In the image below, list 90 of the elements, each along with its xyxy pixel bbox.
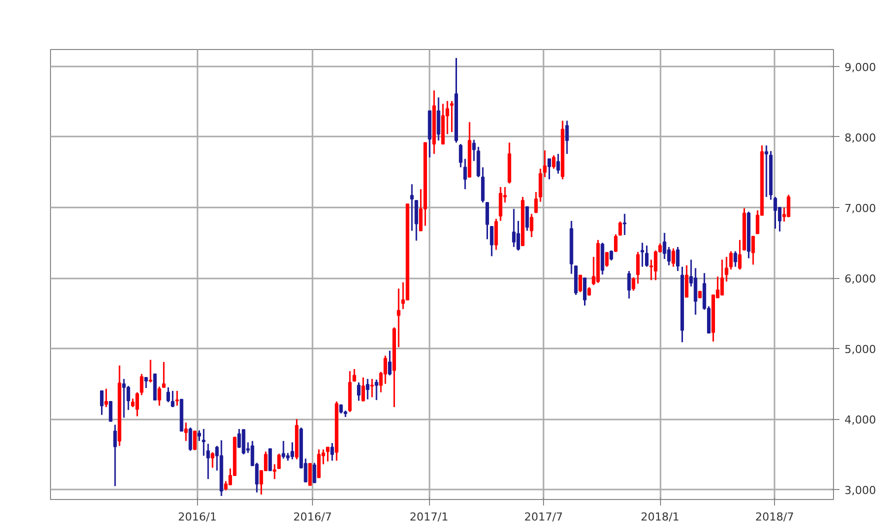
y-tick-label: 9,000 — [844, 60, 876, 74]
candlestick — [113, 424, 117, 487]
candlestick — [396, 288, 400, 348]
candlestick — [352, 368, 356, 382]
candlestick — [100, 390, 104, 416]
y-tick-label: 8,000 — [844, 131, 876, 144]
candlestick — [636, 251, 640, 284]
x-tick-label: 2017/7 — [524, 510, 563, 524]
candlestick — [122, 378, 126, 418]
candlestick — [326, 446, 330, 462]
y-tick-label: 3,000 — [844, 484, 876, 498]
candlestick — [494, 218, 498, 251]
y-tick-label: 6,000 — [844, 272, 876, 286]
x-tick-label: 2017/1 — [410, 510, 448, 524]
candlestick — [282, 440, 286, 460]
y-tick-label: 5,000 — [844, 343, 876, 356]
x-tick-label: 2018/7 — [755, 510, 794, 524]
candlestick — [366, 378, 370, 400]
candlestick — [640, 242, 644, 268]
candlestick — [618, 220, 622, 236]
candlestick — [463, 158, 467, 190]
candlestick — [410, 183, 414, 232]
candlestick — [548, 158, 552, 180]
candlestick — [774, 196, 778, 230]
candlestick — [312, 462, 316, 484]
candlestick — [530, 213, 534, 238]
candlestick — [370, 378, 374, 398]
candlestick — [202, 428, 206, 457]
candlestick — [676, 246, 680, 272]
y-tick-label: 7,000 — [844, 202, 876, 215]
candlestick — [361, 376, 365, 402]
candlestick — [458, 143, 462, 168]
candlestick — [734, 250, 738, 268]
candlestick — [614, 234, 618, 253]
candlestick — [512, 208, 516, 248]
candlestick — [525, 206, 529, 232]
candlestick — [450, 100, 454, 133]
candlestick — [193, 430, 197, 451]
candlestick — [556, 153, 560, 174]
candlestick — [175, 390, 179, 406]
candlestick — [162, 361, 166, 388]
candlestick — [565, 120, 569, 155]
candlestick — [786, 194, 790, 218]
y-tick-label: 4,000 — [844, 414, 876, 427]
candlestick — [490, 226, 494, 257]
candlestick — [645, 244, 649, 268]
candlestick — [498, 186, 502, 222]
candlestick — [672, 248, 676, 268]
candlestick — [108, 400, 112, 422]
candlestick — [684, 264, 688, 298]
candlestick — [751, 236, 755, 266]
candlestick — [140, 373, 144, 396]
candlestick — [622, 213, 626, 236]
candlestick — [170, 390, 174, 408]
candlestick — [472, 139, 476, 162]
candlestick — [414, 200, 418, 242]
candlestick — [374, 378, 378, 401]
candlestick — [605, 251, 609, 268]
x-tick-label: 2018/1 — [640, 510, 680, 524]
candlestick — [481, 166, 485, 204]
candlestick — [356, 382, 361, 402]
x-tick-label: 2016/1 — [178, 510, 217, 524]
candlestick — [158, 386, 162, 406]
candlestick — [330, 442, 334, 462]
candlestick — [308, 463, 312, 486]
candlestick — [764, 144, 768, 198]
candlestick — [543, 150, 547, 178]
candlestick — [436, 96, 440, 142]
candlestick — [184, 422, 188, 442]
candlestick — [485, 202, 490, 240]
candlestick — [610, 250, 614, 262]
candlestick — [104, 388, 108, 408]
candlestick — [268, 448, 272, 472]
candlestick — [144, 376, 148, 389]
candlestick — [317, 448, 321, 478]
candlestick — [388, 350, 392, 376]
candlestick — [552, 154, 556, 170]
candlestick — [148, 359, 152, 384]
candlestick — [135, 392, 139, 418]
candlestick — [582, 277, 587, 306]
candlestick — [720, 258, 724, 296]
candlestick — [197, 430, 202, 442]
candlestick — [188, 426, 192, 452]
x-tick-label: 2016/7 — [293, 510, 332, 524]
candlestick — [627, 270, 631, 300]
candlestick — [578, 274, 582, 293]
candlestick — [738, 239, 742, 270]
candlestick — [632, 276, 636, 292]
candlestick — [206, 443, 210, 480]
candlestick — [210, 451, 214, 469]
